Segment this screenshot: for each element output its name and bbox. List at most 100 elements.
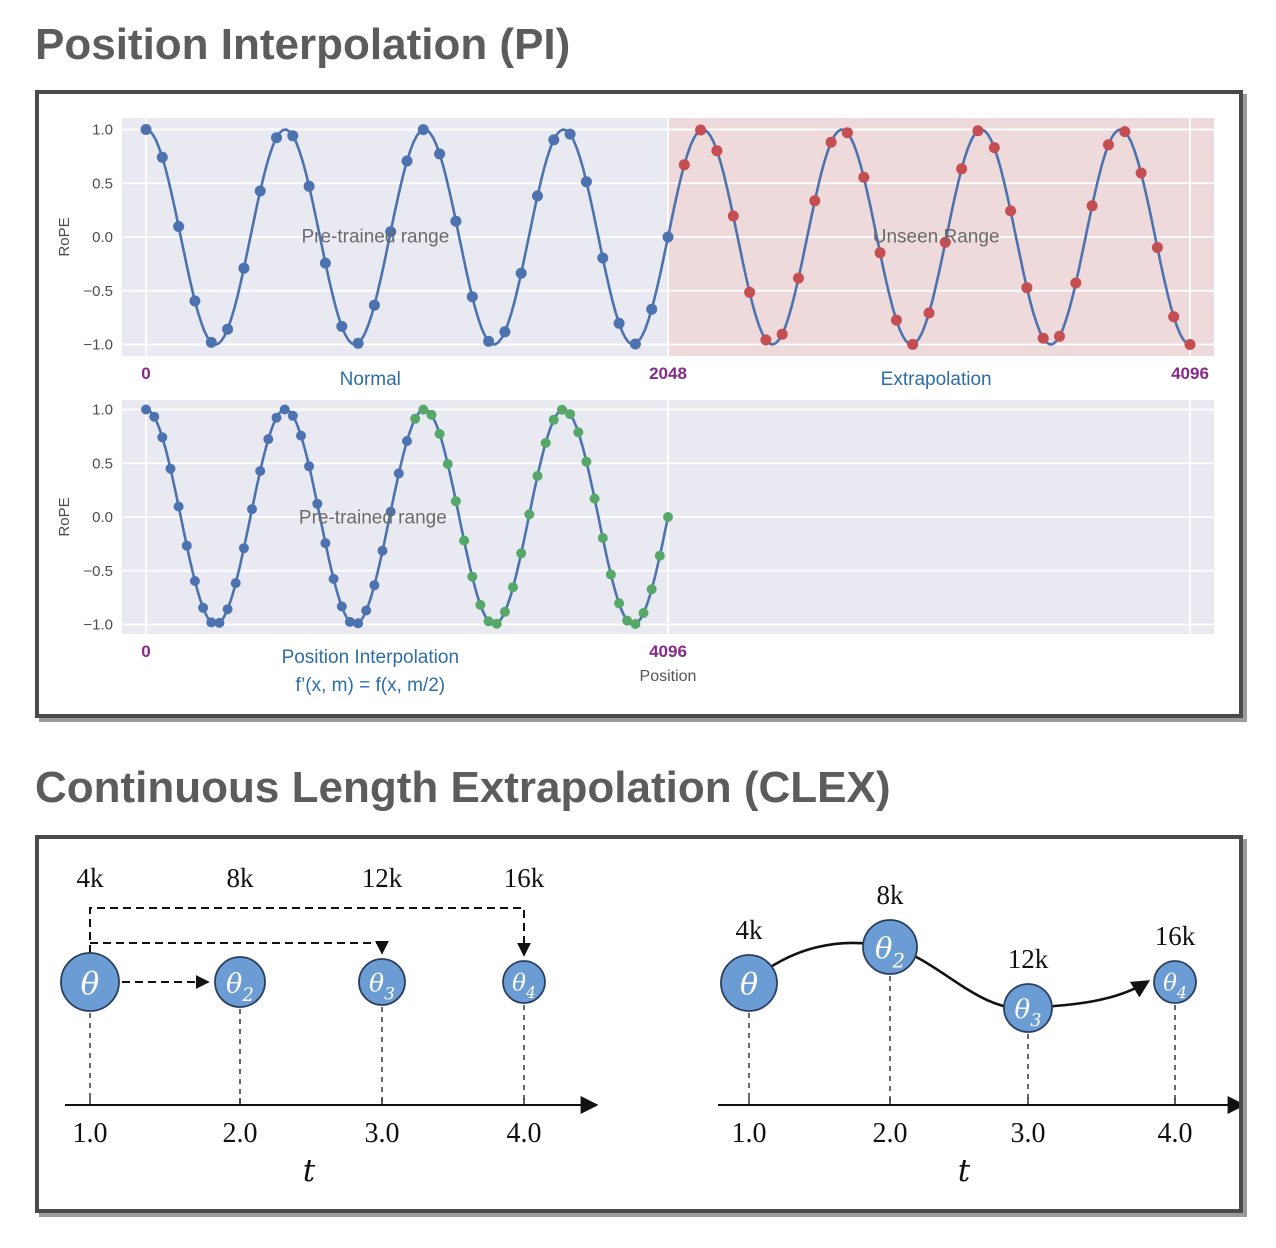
clex-diagrams-svg: θ4k1.0θ28k2.0θ312k3.0θ416k4.0tθ4k1.0θ28k… — [60, 863, 1239, 1189]
unseen-position-dot — [890, 314, 902, 326]
original-position-dot — [173, 501, 184, 512]
pretrained-position-dot — [287, 130, 299, 142]
t-tick-label: 4.0 — [507, 1118, 542, 1149]
pretrained-position-dot — [532, 190, 543, 202]
interpolated-position-dot — [418, 404, 429, 415]
theta-subscript: 2 — [241, 985, 254, 1006]
interpolated-position-dot — [491, 618, 502, 629]
interpolated-position-dot — [614, 598, 625, 609]
interpolated-position-dot — [540, 437, 551, 448]
original-position-dot — [320, 538, 331, 549]
original-position-dot — [344, 616, 355, 627]
pi-section-title: Position Interpolation (PI) — [35, 20, 571, 69]
unseen-position-dot — [695, 124, 707, 136]
unseen-position-dot — [858, 171, 870, 183]
original-position-dot — [312, 498, 323, 509]
clex-section-title: Continuous Length Extrapolation (CLEX) — [35, 763, 891, 812]
y-tick-label: 1.0 — [92, 122, 113, 139]
x-label-caption: Extrapolation — [881, 369, 992, 390]
unseen-position-dot — [841, 127, 853, 139]
continuous-dynamics-curve — [748, 941, 1151, 1010]
theta-node-2 — [214, 956, 266, 1008]
interpolated-position-dot — [499, 606, 510, 617]
unseen-position-dot — [956, 163, 968, 175]
pretrained-position-dot — [385, 226, 397, 238]
interpolated-position-dot — [467, 571, 478, 582]
theta-subscript: 4 — [1176, 983, 1187, 1002]
unseen-position-dot — [1119, 126, 1131, 138]
original-position-dot — [189, 576, 200, 586]
original-position-dot — [157, 432, 168, 443]
x-label-caption2: f’(x, m) = f(x, m/2) — [295, 675, 445, 696]
original-position-dot — [271, 412, 282, 423]
theta-node — [60, 952, 120, 1012]
original-position-dot — [393, 468, 404, 479]
unseen-position-dot — [809, 195, 821, 207]
theta-subscript: 3 — [1030, 1011, 1041, 1031]
original-position-dot — [353, 618, 364, 629]
interpolated-position-dot — [508, 582, 518, 593]
theta-node-2 — [862, 919, 918, 975]
interpolated-position-dot — [630, 619, 641, 629]
original-position-dot — [141, 404, 151, 415]
original-position-dot — [149, 411, 160, 422]
y-tick-label: 1.0 — [92, 402, 113, 419]
y-tick-label: 0.5 — [92, 455, 113, 472]
original-position-dot — [402, 436, 412, 446]
dashed-arrow-theta-to-theta4 — [89, 907, 531, 957]
unseen-position-dot — [744, 286, 756, 298]
chart-normal-vs-extrapolation: 1.0 0.5 0.0 −0.5 −1.0 RoPE Pre-trained range Un… — [56, 118, 1214, 390]
unseen-position-dot — [727, 210, 739, 222]
y-tick-label: −0.5 — [83, 563, 113, 580]
theta-node — [720, 954, 778, 1012]
interpolated-position-dot — [565, 409, 576, 420]
pretrained-position-dot — [368, 299, 380, 311]
interpolated-position-dot — [483, 616, 494, 627]
pretrained-position-dot — [417, 124, 429, 136]
t-tick-label: 3.0 — [1011, 1118, 1046, 1149]
original-position-dot — [369, 580, 380, 591]
original-position-dot — [165, 463, 176, 474]
interpolated-position-dot — [524, 509, 535, 520]
interpolated-position-dot — [516, 548, 527, 559]
y-tick-label: 0.0 — [92, 509, 113, 526]
original-position-dot — [206, 617, 217, 628]
theta-node-4 — [502, 960, 546, 1004]
unseen-position-dot — [678, 159, 690, 171]
original-position-dot — [214, 617, 225, 628]
unseen-position-dot — [988, 142, 1000, 154]
pretrained-position-dot — [466, 291, 478, 303]
interpolated-position-dot — [597, 533, 608, 543]
theta-subscript: 4 — [525, 983, 536, 1002]
pretrained-position-dot — [646, 303, 658, 315]
clex-panel: θ 4k 1.0 θ2 8k 2.0 θ3 12k 3.0 θ4 16k 4.0 t θ 4k 1.0 θ2 8k… — [35, 835, 1243, 1213]
x-label-tick: 2048 — [649, 364, 687, 383]
pi-panel: 1.0 0.5 0.0 −0.5 −1.0 RoPE Pre-trained range Un… — [35, 90, 1243, 718]
interpolated-position-dot — [459, 535, 470, 546]
pretrained-position-dot — [189, 295, 201, 307]
unseen-position-dot — [793, 272, 804, 284]
t-tick-label: 2.0 — [223, 1118, 258, 1149]
pretrained-position-dot — [483, 335, 495, 347]
original-position-dot — [230, 578, 241, 589]
x-label-caption: Normal — [340, 369, 401, 390]
x-label-sub: Position — [640, 668, 697, 685]
pretrained-position-dot — [662, 231, 674, 243]
x-label-tick: 4096 — [649, 642, 687, 661]
pretrained-position-dot — [434, 148, 446, 160]
pretrained-position-dot — [222, 323, 234, 335]
t-tick-label: 3.0 — [365, 1118, 400, 1149]
pretrained-position-dot — [401, 155, 413, 167]
unseen-position-dot — [1168, 311, 1180, 323]
pretrained-position-dot — [580, 176, 592, 188]
train-length-label: 8k — [877, 880, 905, 910]
train-length-label: 16k — [504, 863, 545, 893]
interpolated-position-dot — [532, 470, 543, 481]
interpolated-position-dot — [589, 493, 600, 504]
original-position-dot — [296, 430, 306, 441]
unseen-position-dot — [1054, 330, 1065, 342]
y-tick-label: −1.0 — [83, 617, 113, 634]
interpolated-position-dot — [475, 599, 486, 610]
